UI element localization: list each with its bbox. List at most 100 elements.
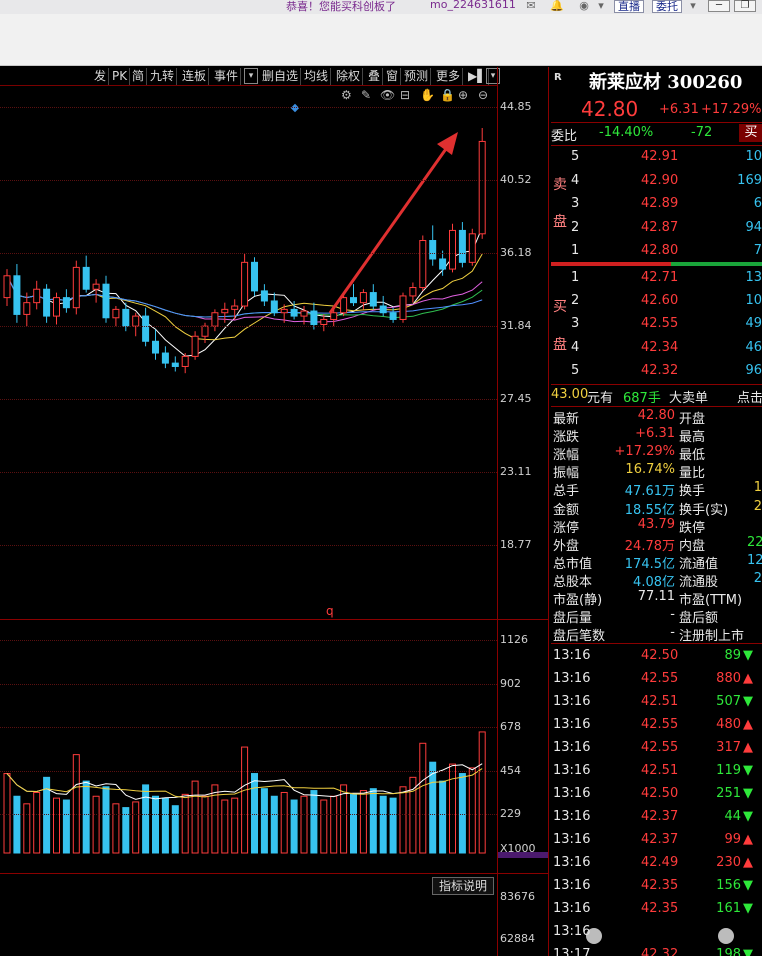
- price-chart[interactable]: [0, 88, 497, 618]
- candle[interactable]: [419, 235, 427, 291]
- ask-row[interactable]: 4 42.90 169: [551, 172, 762, 192]
- chart-toolbar-item[interactable]: 更多: [434, 68, 464, 85]
- event-marker[interactable]: [290, 103, 300, 113]
- volume-bar[interactable]: [251, 773, 258, 854]
- ask-row[interactable]: 5 42.91 10: [551, 148, 762, 168]
- volume-bar[interactable]: [161, 797, 169, 854]
- volume-bar[interactable]: [439, 780, 447, 854]
- volume-bar[interactable]: [468, 767, 476, 854]
- chart-toolbar-item[interactable]: 连板: [180, 68, 210, 85]
- volume-bar[interactable]: [23, 803, 31, 854]
- volume-bar[interactable]: [340, 784, 348, 854]
- candle[interactable]: [389, 307, 397, 323]
- settings-icon[interactable]: ⚙: [341, 88, 352, 102]
- candle[interactable]: [241, 253, 249, 310]
- candle[interactable]: [112, 306, 120, 327]
- volume-bar[interactable]: [478, 731, 486, 854]
- candle[interactable]: [310, 302, 318, 330]
- candle[interactable]: [43, 284, 51, 323]
- volume-bar[interactable]: [102, 786, 110, 854]
- indicator-help-button[interactable]: 指标说明: [432, 877, 495, 895]
- bid-row[interactable]: 2 42.60 10: [551, 292, 762, 312]
- broadcast-icon[interactable]: ◉: [579, 0, 589, 12]
- congrats-message[interactable]: 恭喜！您能买科创板了: [286, 0, 396, 13]
- candle[interactable]: [92, 279, 100, 303]
- volume-bar[interactable]: [389, 797, 397, 854]
- pen-icon[interactable]: ✎: [361, 88, 372, 102]
- ask-row[interactable]: 1 42.80 7: [551, 242, 762, 262]
- candle[interactable]: [152, 329, 159, 360]
- candle[interactable]: [449, 223, 456, 273]
- volume-bar[interactable]: [429, 761, 437, 854]
- volume-bar[interactable]: [191, 780, 199, 854]
- chart-toolbar-item[interactable]: ▾: [244, 68, 258, 84]
- volume-bar[interactable]: [359, 790, 367, 854]
- volume-bar[interactable]: [221, 799, 229, 854]
- live-button[interactable]: 直播: [614, 0, 644, 13]
- candle[interactable]: [33, 280, 41, 310]
- big-order-more[interactable]: 点击: [737, 391, 762, 406]
- candle[interactable]: [23, 292, 31, 327]
- candle[interactable]: [13, 264, 21, 323]
- candle[interactable]: [132, 312, 140, 337]
- volume-bar[interactable]: [3, 773, 11, 854]
- lock-icon[interactable]: 🔒: [440, 88, 455, 102]
- candle[interactable]: [320, 314, 328, 332]
- volume-bar[interactable]: [33, 791, 41, 854]
- chart-toolbar-item[interactable]: 九转: [148, 68, 178, 85]
- candle[interactable]: [350, 284, 357, 307]
- chart-toolbar-item[interactable]: 均线: [302, 68, 332, 85]
- chart-toolbar-item[interactable]: 删自选: [260, 68, 302, 85]
- volume-bar[interactable]: [350, 793, 357, 854]
- restore-button[interactable]: ❐: [734, 0, 756, 12]
- candle[interactable]: [72, 260, 80, 315]
- volume-bar[interactable]: [62, 799, 70, 854]
- volume-bar[interactable]: [231, 797, 239, 854]
- eye-icon[interactable]: 👁: [380, 88, 396, 102]
- candle[interactable]: [221, 302, 229, 323]
- volume-bar[interactable]: [72, 754, 80, 854]
- volume-bar[interactable]: [122, 807, 130, 854]
- candle[interactable]: [379, 295, 387, 317]
- volume-bar[interactable]: [241, 746, 249, 854]
- volume-bar[interactable]: [211, 784, 219, 854]
- volume-bar[interactable]: [300, 795, 308, 854]
- ask-row[interactable]: 2 42.87 94: [551, 219, 762, 239]
- chart-toolbar-item[interactable]: 发: [92, 68, 110, 85]
- volume-bar[interactable]: [419, 742, 427, 854]
- candle[interactable]: [369, 284, 377, 310]
- chart-toolbar-item[interactable]: 事件: [212, 68, 242, 85]
- volume-bar[interactable]: [270, 795, 278, 854]
- volume-bar[interactable]: [13, 795, 21, 854]
- volume-bar[interactable]: [449, 763, 456, 854]
- candle[interactable]: [478, 127, 486, 239]
- minimize-button[interactable]: ─: [708, 0, 730, 12]
- candle[interactable]: [270, 292, 278, 317]
- chart-toolbar-item[interactable]: ▶▌: [466, 68, 490, 85]
- bell-icon[interactable]: 🔔: [550, 0, 564, 12]
- volume-bar[interactable]: [409, 776, 417, 854]
- candle[interactable]: [359, 289, 367, 310]
- volume-bar[interactable]: [132, 801, 140, 854]
- chart-toolbar-item[interactable]: 简: [130, 68, 148, 85]
- candle[interactable]: [102, 275, 110, 323]
- candle[interactable]: [468, 228, 476, 266]
- bid-row[interactable]: 4 42.34 46: [551, 339, 762, 359]
- bid-row[interactable]: 3 42.55 49: [551, 315, 762, 335]
- volume-bar[interactable]: [142, 784, 150, 854]
- volume-bar[interactable]: [152, 795, 159, 854]
- candle[interactable]: [340, 292, 348, 317]
- candle[interactable]: [300, 306, 308, 325]
- candle[interactable]: [211, 309, 219, 332]
- zoom-out-icon[interactable]: ⊖: [478, 88, 489, 102]
- candle[interactable]: [82, 255, 90, 293]
- volume-bar[interactable]: [82, 780, 90, 854]
- bid-row[interactable]: 5 42.32 96: [551, 362, 762, 382]
- candle[interactable]: [251, 257, 258, 296]
- candle[interactable]: [181, 353, 189, 374]
- candle[interactable]: [280, 304, 288, 323]
- volume-bar[interactable]: [43, 776, 51, 854]
- big-order-row[interactable]: 43.00 元有 687手 大卖单 点击: [551, 386, 762, 406]
- volume-bar[interactable]: [171, 805, 179, 854]
- chart-toolbar-item[interactable]: 除权: [334, 68, 364, 85]
